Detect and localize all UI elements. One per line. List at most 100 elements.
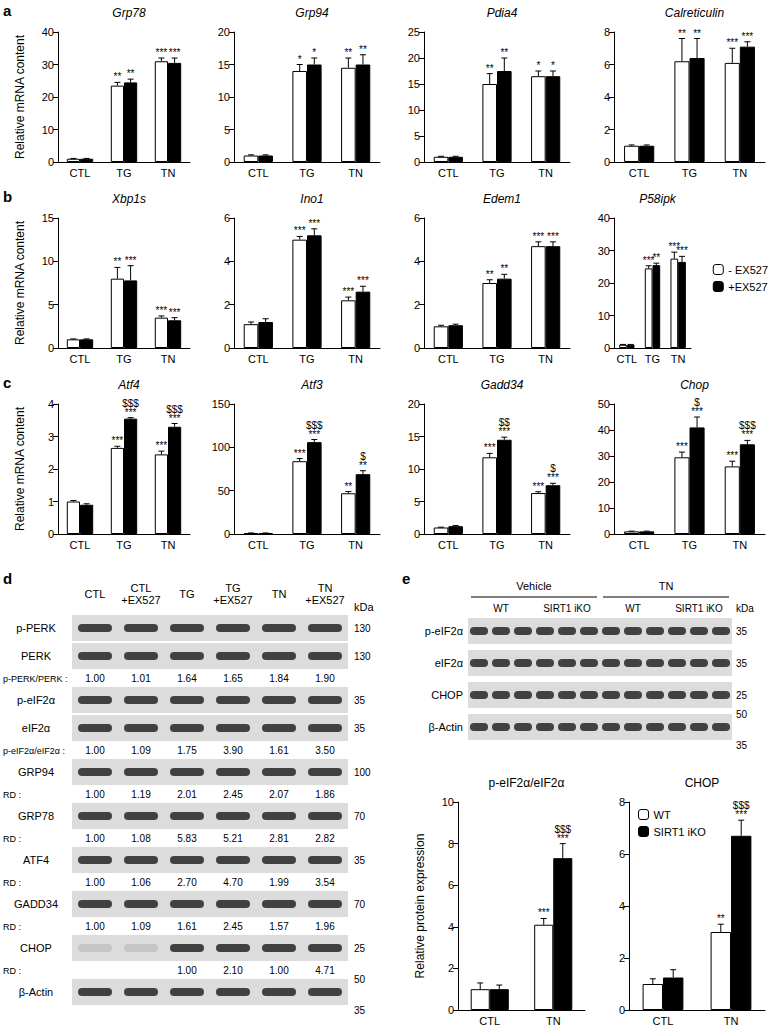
svg-text:2.82: 2.82 [315, 833, 335, 844]
svg-text:***: *** [169, 413, 181, 424]
svg-text:WT: WT [493, 603, 509, 614]
svg-text:35: 35 [354, 723, 366, 734]
svg-text:***: *** [294, 225, 306, 236]
svg-text:***: *** [125, 255, 137, 266]
svg-text:4: 4 [448, 921, 454, 933]
svg-text:35: 35 [736, 658, 748, 669]
svg-text:CTL: CTL [653, 1015, 674, 1027]
svg-text:1.00: 1.00 [85, 789, 105, 800]
svg-text:- EX527: - EX527 [728, 264, 768, 276]
svg-text:1.65: 1.65 [223, 673, 243, 684]
svg-text:β-Actin: β-Actin [19, 986, 53, 998]
svg-text:8: 8 [604, 26, 610, 38]
svg-text:***: *** [357, 275, 369, 286]
svg-text:**: ** [114, 256, 122, 267]
svg-text:CHOP: CHOP [685, 776, 720, 790]
svg-text:***: *** [676, 245, 688, 256]
svg-text:0: 0 [414, 342, 420, 354]
svg-text:30: 30 [598, 450, 610, 462]
svg-text:***: *** [112, 435, 124, 446]
svg-text:CHOP: CHOP [431, 689, 463, 701]
svg-text:30: 30 [598, 245, 610, 257]
svg-text:35: 35 [354, 855, 366, 866]
svg-text:1.57: 1.57 [269, 921, 289, 932]
svg-text:40: 40 [598, 212, 610, 224]
svg-text:TG: TG [225, 582, 240, 594]
svg-text:Chop: Chop [680, 378, 709, 392]
svg-text:0: 0 [448, 1004, 454, 1016]
svg-text:2: 2 [48, 463, 54, 475]
svg-text:6: 6 [448, 879, 454, 891]
svg-text:p-PERK: p-PERK [16, 622, 56, 634]
svg-text:TG: TG [489, 167, 504, 179]
svg-text:***: *** [308, 218, 320, 229]
svg-text:4.70: 4.70 [223, 877, 243, 888]
svg-text:***: *** [742, 31, 754, 42]
svg-text:CTL: CTL [438, 353, 459, 365]
svg-text:8: 8 [619, 796, 625, 808]
svg-text:CTL: CTL [438, 167, 459, 179]
svg-text:TN: TN [724, 1015, 739, 1027]
svg-text:***: *** [343, 286, 355, 297]
svg-text:2: 2 [414, 299, 420, 311]
svg-text:15: 15 [42, 212, 54, 224]
svg-text:10: 10 [218, 91, 230, 103]
svg-text:GADD34: GADD34 [14, 898, 58, 910]
svg-text:Grp78: Grp78 [112, 6, 146, 20]
svg-text:Relative protein expression: Relative protein expression [413, 834, 427, 979]
svg-text:***: *** [169, 47, 181, 58]
svg-text:2: 2 [604, 124, 610, 136]
svg-text:5.83: 5.83 [177, 833, 197, 844]
svg-text:TG: TG [179, 588, 194, 600]
svg-text:Vehicle: Vehicle [516, 580, 551, 592]
svg-text:35: 35 [354, 1005, 366, 1016]
svg-text:**: ** [693, 28, 701, 39]
svg-text:1.99: 1.99 [269, 877, 289, 888]
svg-text:4: 4 [48, 398, 54, 410]
svg-text:5: 5 [224, 124, 230, 136]
svg-text:10: 10 [42, 255, 54, 267]
svg-text:CTL: CTL [629, 539, 650, 551]
svg-text:100: 100 [354, 767, 371, 778]
svg-text:RD :: RD : [3, 922, 21, 932]
svg-text:3: 3 [48, 431, 54, 443]
svg-text:TG: TG [682, 539, 697, 551]
svg-text:GRP94: GRP94 [18, 766, 54, 778]
svg-text:10: 10 [408, 463, 420, 475]
svg-text:TN: TN [732, 167, 747, 179]
svg-text:TG: TG [682, 167, 697, 179]
svg-text:TG: TG [116, 539, 131, 551]
svg-text:0: 0 [604, 156, 610, 168]
svg-text:2.07: 2.07 [269, 789, 289, 800]
svg-text:10: 10 [42, 124, 54, 136]
svg-text:2.70: 2.70 [177, 877, 197, 888]
svg-text:**: ** [359, 44, 367, 55]
svg-text:15: 15 [408, 78, 420, 90]
svg-text:**: ** [359, 460, 367, 471]
svg-text:1: 1 [48, 496, 54, 508]
svg-text:150: 150 [212, 398, 230, 410]
svg-text:2: 2 [619, 952, 625, 964]
svg-text:TN: TN [348, 539, 363, 551]
svg-text:50: 50 [598, 398, 610, 410]
svg-text:5: 5 [414, 496, 420, 508]
svg-text:***: *** [735, 809, 747, 820]
svg-text:5.21: 5.21 [223, 833, 243, 844]
svg-text:TG: TG [299, 539, 314, 551]
svg-text:TN: TN [659, 580, 674, 592]
svg-text:2.45: 2.45 [223, 921, 243, 932]
svg-text:CTL: CTL [70, 353, 91, 365]
svg-text:***: *** [742, 429, 754, 440]
svg-text:***: *** [547, 231, 559, 242]
svg-text:CTL: CTL [248, 539, 269, 551]
svg-text:1.90: 1.90 [315, 673, 335, 684]
svg-text:50: 50 [354, 974, 366, 985]
svg-text:Xbp1s: Xbp1s [111, 192, 146, 206]
svg-text:GRP78: GRP78 [18, 810, 54, 822]
svg-text:70: 70 [354, 899, 366, 910]
svg-text:1.61: 1.61 [177, 921, 197, 932]
svg-text:β-Actin: β-Actin [429, 721, 463, 733]
svg-text:CTL: CTL [70, 167, 91, 179]
svg-text:130: 130 [354, 651, 371, 662]
svg-text:1.86: 1.86 [315, 789, 335, 800]
